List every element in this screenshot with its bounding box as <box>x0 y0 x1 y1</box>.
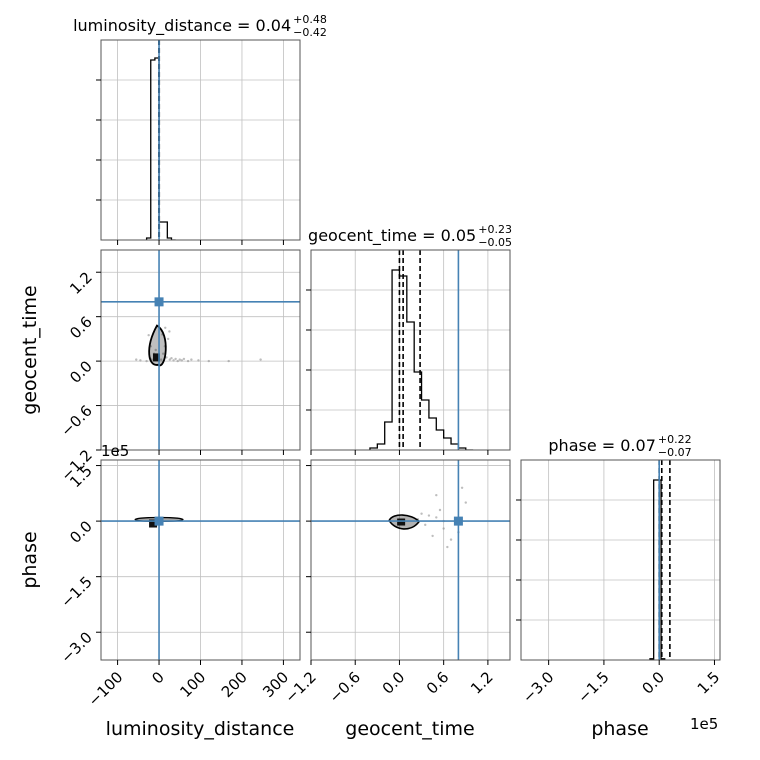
sample-point <box>172 359 175 362</box>
panel-phase-vs-luminosity_distance <box>96 459 301 665</box>
truth-marker <box>453 516 463 526</box>
histogram-luminosity_distance <box>145 57 176 240</box>
density-core <box>152 353 160 362</box>
histogram-geocent_time <box>369 269 474 450</box>
sample-point <box>178 358 181 361</box>
sample-point <box>460 486 464 489</box>
sample-point <box>186 359 190 363</box>
svg-text:−0.42: −0.42 <box>293 26 327 39</box>
histogram-phase <box>649 479 666 660</box>
sample-point <box>435 493 438 497</box>
density-core <box>397 518 406 526</box>
x-tick-label: −100 <box>85 668 127 710</box>
x-tick-label: −1.2 <box>281 668 319 706</box>
sample-point <box>174 357 177 361</box>
svg-text:−0.07: −0.07 <box>658 446 692 459</box>
sample-point <box>161 352 165 355</box>
svg-text:luminosity_distance = 0.04: luminosity_distance = 0.04 <box>73 16 291 36</box>
y-axis-label-geocent_time: geocent_time <box>19 285 41 414</box>
sample-point <box>145 359 148 363</box>
svg-text:phase = 0.07: phase = 0.07 <box>548 436 655 455</box>
sample-point <box>165 356 168 359</box>
sample-point <box>446 545 449 549</box>
x-axis-label-luminosity_distance: luminosity_distance <box>106 718 295 740</box>
y-tick-label: 1.2 <box>66 268 96 298</box>
sample-point <box>190 358 193 361</box>
panel-phase-vs-phase <box>516 459 721 665</box>
x-tick-label: −1.5 <box>574 668 612 706</box>
panel-geocent_time-vs-geocent_time <box>306 249 511 455</box>
sample-point <box>435 516 438 519</box>
sample-point <box>182 357 186 361</box>
sample-point <box>438 508 442 512</box>
title-phase: phase = 0.07 +0.22−0.07 <box>548 433 691 459</box>
sample-point <box>170 356 173 360</box>
x-tick-label: 100 <box>176 668 209 701</box>
truth-marker <box>154 516 164 526</box>
sample-point <box>227 359 230 363</box>
y-tick-label: 0.6 <box>66 313 96 343</box>
x-tick-label: 0.6 <box>423 668 453 698</box>
panel-luminosity_distance-vs-luminosity_distance <box>96 39 301 245</box>
x-offset-label: 1e5 <box>690 715 718 733</box>
x-tick-label: 1.2 <box>467 668 497 698</box>
sample-point <box>420 512 423 515</box>
x-tick-label: −3.0 <box>519 668 557 706</box>
sample-point <box>168 330 171 333</box>
sample-point <box>154 348 157 352</box>
sample-point <box>207 359 210 363</box>
y-offset-label: 1e5 <box>101 442 129 460</box>
svg-text:+0.48: +0.48 <box>293 13 327 26</box>
panel-frame <box>310 459 511 661</box>
x-axis-label-geocent_time: geocent_time <box>345 718 474 740</box>
svg-text:−0.05: −0.05 <box>478 236 512 249</box>
y-tick-label: 0.0 <box>66 517 96 547</box>
truth-marker <box>154 297 164 307</box>
x-tick-label: 0.0 <box>638 668 668 698</box>
sample-point <box>259 358 262 361</box>
panel-frame <box>310 249 511 451</box>
panel-frame <box>520 459 721 661</box>
x-tick-label: −0.6 <box>326 668 364 706</box>
svg-text:+0.23: +0.23 <box>478 223 512 236</box>
title-geocent_time: geocent_time = 0.05 +0.23−0.05 <box>308 223 512 249</box>
y-axis-label-phase: phase <box>19 531 41 588</box>
panel-phase-vs-geocent_time <box>306 459 511 665</box>
title-luminosity_distance: luminosity_distance = 0.04 +0.48−0.42 <box>73 13 327 39</box>
sample-point <box>424 523 427 527</box>
sample-point <box>147 333 150 337</box>
sample-point <box>159 358 163 361</box>
x-tick-label: 200 <box>218 668 251 701</box>
sample-point <box>139 359 142 362</box>
sample-point <box>168 358 172 361</box>
svg-text:+0.22: +0.22 <box>658 433 692 446</box>
sample-point <box>166 337 170 341</box>
sample-point <box>449 538 453 541</box>
y-tick-label: −0.6 <box>57 402 95 440</box>
y-tick-label: 0.0 <box>66 357 96 387</box>
sample-point <box>431 534 434 538</box>
sample-point <box>176 359 179 363</box>
x-axis-label-phase: phase <box>591 718 648 740</box>
sample-point <box>164 326 167 329</box>
sample-point <box>197 359 200 362</box>
y-tick-label: −1.5 <box>57 573 95 611</box>
sample-point <box>180 359 184 362</box>
x-tick-label: 1.5 <box>694 668 724 698</box>
density-core <box>149 519 158 528</box>
sample-point <box>135 358 138 361</box>
sample-point <box>427 514 431 517</box>
x-tick-label: 0 <box>148 668 167 687</box>
sample-point <box>464 501 467 504</box>
sample-point <box>442 527 445 530</box>
svg-text:geocent_time = 0.05: geocent_time = 0.05 <box>308 226 476 246</box>
y-tick-label: −3.0 <box>57 628 95 666</box>
panel-geocent_time-vs-luminosity_distance <box>96 249 301 455</box>
x-tick-label: 0.0 <box>379 668 409 698</box>
